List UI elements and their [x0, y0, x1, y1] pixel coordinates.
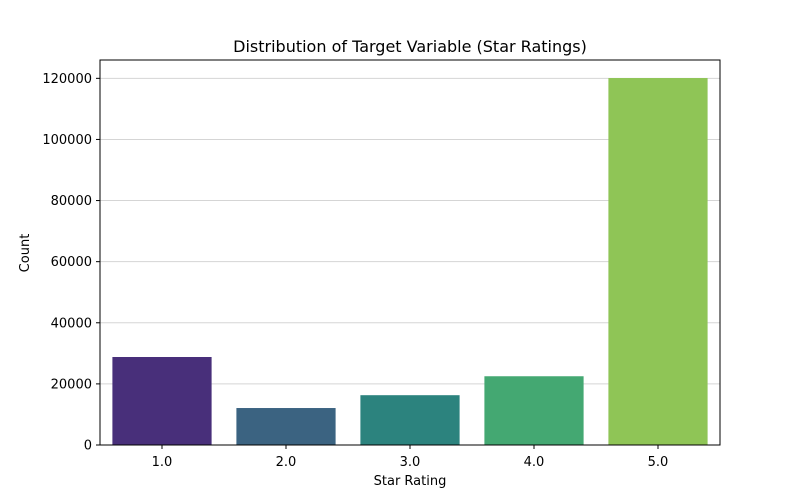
- bar-2.0: [236, 408, 336, 445]
- x-axis-label: Star Rating: [374, 474, 447, 489]
- x-tick-label: 3.0: [400, 455, 421, 470]
- x-tick-label: 2.0: [276, 455, 297, 470]
- chart-title: Distribution of Target Variable (Star Ra…: [233, 37, 587, 56]
- y-tick-label: 20000: [51, 377, 92, 392]
- bar-1.0: [112, 357, 212, 445]
- x-tick-label: 4.0: [524, 455, 545, 470]
- y-tick-label: 60000: [51, 255, 92, 270]
- y-tick-label: 100000: [42, 133, 92, 148]
- x-tick-label: 1.0: [152, 455, 173, 470]
- y-axis-ticks: 0 20000 40000 60000 80000 100000 120000: [42, 72, 100, 454]
- bars: [112, 78, 708, 446]
- y-tick-label: 120000: [42, 72, 92, 87]
- y-tick-label: 40000: [51, 316, 92, 331]
- x-axis-ticks: 1.0 2.0 3.0 4.0 5.0: [152, 445, 669, 470]
- y-tick-label: 0: [84, 439, 92, 454]
- bar-3.0: [360, 395, 460, 445]
- y-axis-label: Count: [18, 234, 33, 273]
- x-tick-label: 5.0: [648, 455, 669, 470]
- bar-5.0: [608, 78, 708, 446]
- y-tick-label: 80000: [51, 194, 92, 209]
- bar-4.0: [484, 376, 584, 445]
